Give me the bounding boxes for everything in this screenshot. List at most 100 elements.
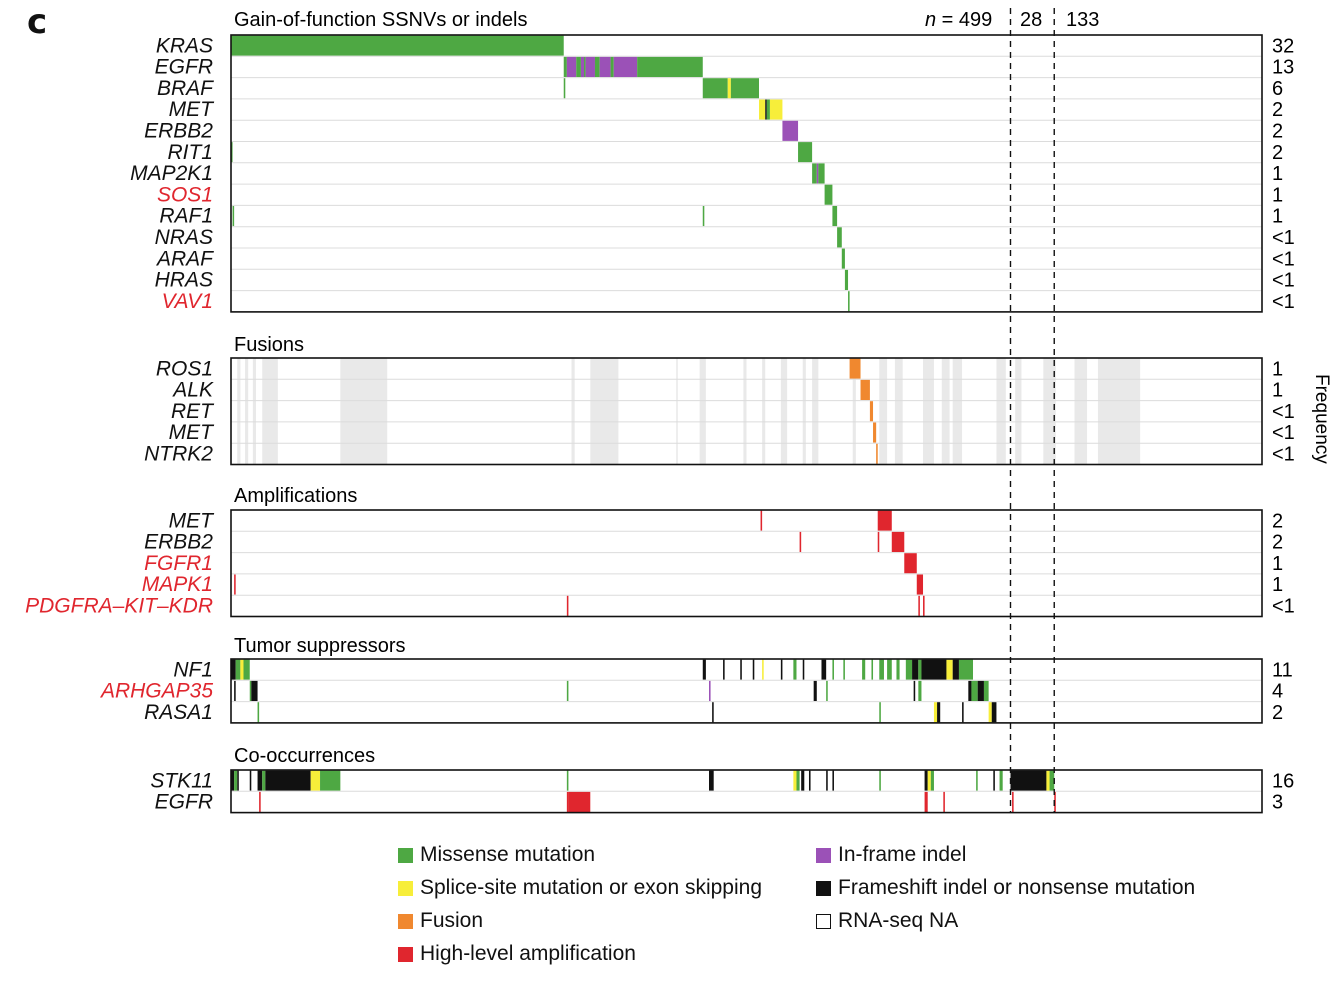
frequency-erbb2: 2	[1272, 532, 1283, 554]
frequency-rit1: 2	[1272, 142, 1283, 164]
gene-label-stk11: STK11	[150, 769, 213, 792]
na-column	[1074, 358, 1088, 465]
n-count-group1: = 499	[936, 9, 992, 31]
frequency-map2k1: 1	[1272, 163, 1283, 185]
legend-missense: Missense mutation	[398, 843, 595, 867]
cell-pdgfra-kit-kdr-amp	[918, 595, 920, 616]
cell-stk11-missense	[566, 770, 569, 791]
cell-stk11-frameshift	[801, 770, 805, 791]
legend-label-splice: Splice-site mutation or exon skipping	[420, 876, 763, 899]
cell-nf1-frameshift	[723, 659, 725, 680]
section-frame	[230, 769, 1263, 814]
cell-rasa1-splice	[988, 702, 992, 723]
cell-hras-missense	[844, 269, 849, 290]
cell-stk11-frameshift	[1010, 770, 1047, 791]
group-dividers	[1009, 8, 1055, 813]
cell-egfr-amp	[924, 791, 928, 812]
cell-arhgap35-frameshift	[913, 680, 916, 701]
cell-nf1-missense	[243, 659, 250, 680]
cell-stk11-splice	[793, 770, 797, 791]
cell-stk11-frameshift	[709, 770, 714, 791]
cell-egfr-missense	[637, 56, 703, 77]
na-column	[743, 358, 747, 465]
frequency-arhgap35: 4	[1272, 681, 1283, 703]
frequency-axis-label: Frequency	[1311, 374, 1330, 464]
frequency-ros1: 1	[1272, 358, 1283, 380]
cell-arhgap35-frameshift	[968, 680, 972, 701]
frequency-mapk1: 1	[1272, 574, 1283, 596]
cell-nf1-frameshift	[952, 659, 959, 680]
na-column	[262, 358, 278, 465]
cell-egfr-indel	[580, 56, 585, 77]
gene-label-met: MET	[169, 421, 216, 444]
cell-met-amp	[760, 510, 763, 531]
section-tumor-suppressors: Tumor suppressors NF1 11 ARHGAP35 4 RASA1 2	[99, 635, 1293, 724]
gene-label-braf: BRAF	[157, 77, 214, 100]
gene-label-ret: RET	[171, 400, 215, 423]
section-title-gain-of-function-ssnvs-or-indels: Gain-of-function SSNVs or indels	[234, 9, 527, 31]
cell-nf1-splice	[240, 659, 244, 680]
legend-label-amplification: High-level amplification	[420, 942, 636, 965]
gene-label-rasa1: RASA1	[144, 701, 213, 724]
cell-pdgfra-kit-kdr-amp	[566, 595, 569, 616]
cell-stk11-missense	[930, 770, 934, 791]
gene-label-nras: NRAS	[155, 226, 213, 249]
section-title-amplifications: Amplifications	[234, 485, 357, 507]
cell-stk11-missense	[1049, 770, 1055, 791]
legend-label-fusion: Fusion	[420, 909, 484, 932]
frequency-nras: <1	[1272, 227, 1295, 249]
cell-mapk1-amp	[916, 574, 924, 595]
cell-egfr-missense	[576, 56, 581, 77]
legend-swatch-amplification	[398, 946, 413, 962]
gene-label-erbb2: ERBB2	[144, 531, 213, 554]
cell-nf1-frameshift	[821, 659, 827, 680]
legend-swatch-indel	[816, 847, 831, 863]
cell-egfr-indel	[585, 56, 595, 77]
frequency-met: 2	[1272, 510, 1283, 532]
cell-stk11-splice	[1046, 770, 1050, 791]
legend-label-missense: Missense mutation	[420, 843, 596, 866]
gene-label-alk: ALK	[171, 379, 214, 402]
cell-arhgap35-frameshift	[977, 680, 984, 701]
cell-rasa1-splice	[933, 702, 938, 723]
cell-map2k1-missense	[812, 163, 817, 184]
section-frame	[230, 509, 1263, 618]
cell-stk11-frameshift	[257, 770, 263, 791]
frequency-alk: 1	[1272, 380, 1283, 402]
section-title-fusions: Fusions	[234, 334, 304, 356]
section-amplifications: Amplifications MET 2 ERBB2 2 FGFR1 1 MAPK1 1 PDGF…	[25, 485, 1295, 618]
frequency-ret: <1	[1272, 401, 1295, 423]
na-column	[1043, 358, 1056, 465]
na-column	[812, 358, 819, 465]
gene-label-egfr: EGFR	[155, 56, 213, 79]
cell-met-splice	[758, 99, 766, 120]
cell-stk11-missense	[976, 770, 978, 791]
cell-stk11-frameshift	[265, 770, 311, 791]
cell-stk11-frameshift	[826, 770, 828, 791]
legend-swatch-missense	[398, 847, 413, 863]
cell-map2k1-indel	[816, 163, 819, 184]
legend-label-indel: In-frame indel	[838, 843, 967, 866]
na-column	[590, 358, 619, 465]
na-column	[952, 358, 963, 465]
section-fusions: Fusions ROS1 1 ALK 1 RET <1 MET <1 NTRK2 <1	[144, 334, 1295, 466]
cell-nf1-missense	[918, 659, 922, 680]
cell-nf1-frameshift	[921, 659, 947, 680]
cell-nf1-missense	[235, 659, 241, 680]
legend-swatch-rnaseq-na	[816, 913, 831, 929]
gene-label-egfr: EGFR	[155, 791, 213, 814]
gene-label-hras: HRAS	[155, 269, 213, 292]
na-column	[762, 358, 766, 465]
gene-label-vav1: VAV1	[162, 290, 213, 313]
cell-stk11-frameshift	[924, 770, 928, 791]
gene-label-kras: KRAS	[156, 34, 213, 57]
cell-arhgap35-missense	[971, 680, 978, 701]
cell-araf-missense	[841, 248, 845, 269]
gene-label-araf: ARAF	[155, 247, 214, 270]
cell-stk11-frameshift	[231, 770, 235, 791]
na-column	[879, 358, 888, 465]
frequency-araf: <1	[1272, 248, 1295, 270]
cell-met-amp	[877, 510, 892, 531]
na-column	[923, 358, 934, 465]
